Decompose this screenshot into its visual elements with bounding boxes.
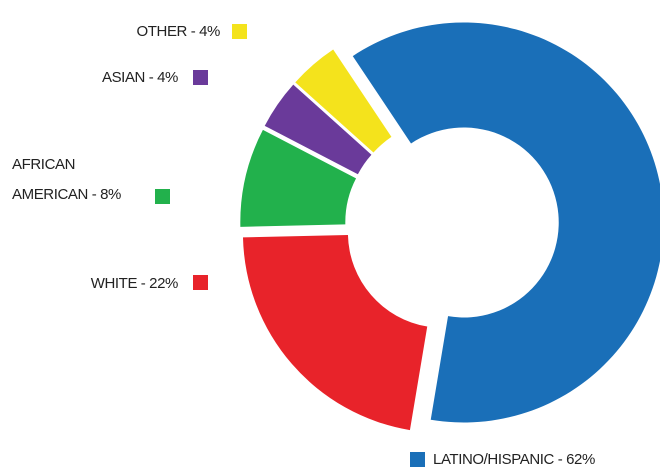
- slice-label: WHITE - 22%: [90, 275, 179, 292]
- legend-swatch: [155, 189, 170, 204]
- donut-slice: [242, 235, 428, 431]
- donut-slice: [295, 49, 392, 153]
- legend-swatch: [410, 452, 425, 467]
- donut-slice: [264, 84, 372, 175]
- slice-label: AFRICAN AMERICAN - 8%: [12, 156, 121, 203]
- donut-slice: [240, 129, 357, 227]
- slice-label: OTHER - 4%: [136, 23, 220, 40]
- slice-label: LATINO/HISPANIC - 62%: [433, 451, 595, 468]
- legend-swatch: [193, 275, 208, 290]
- legend-swatch: [193, 70, 208, 85]
- legend-swatch: [232, 24, 247, 39]
- slice-label: ASIAN - 4%: [101, 69, 178, 86]
- donut-slice: [352, 22, 660, 423]
